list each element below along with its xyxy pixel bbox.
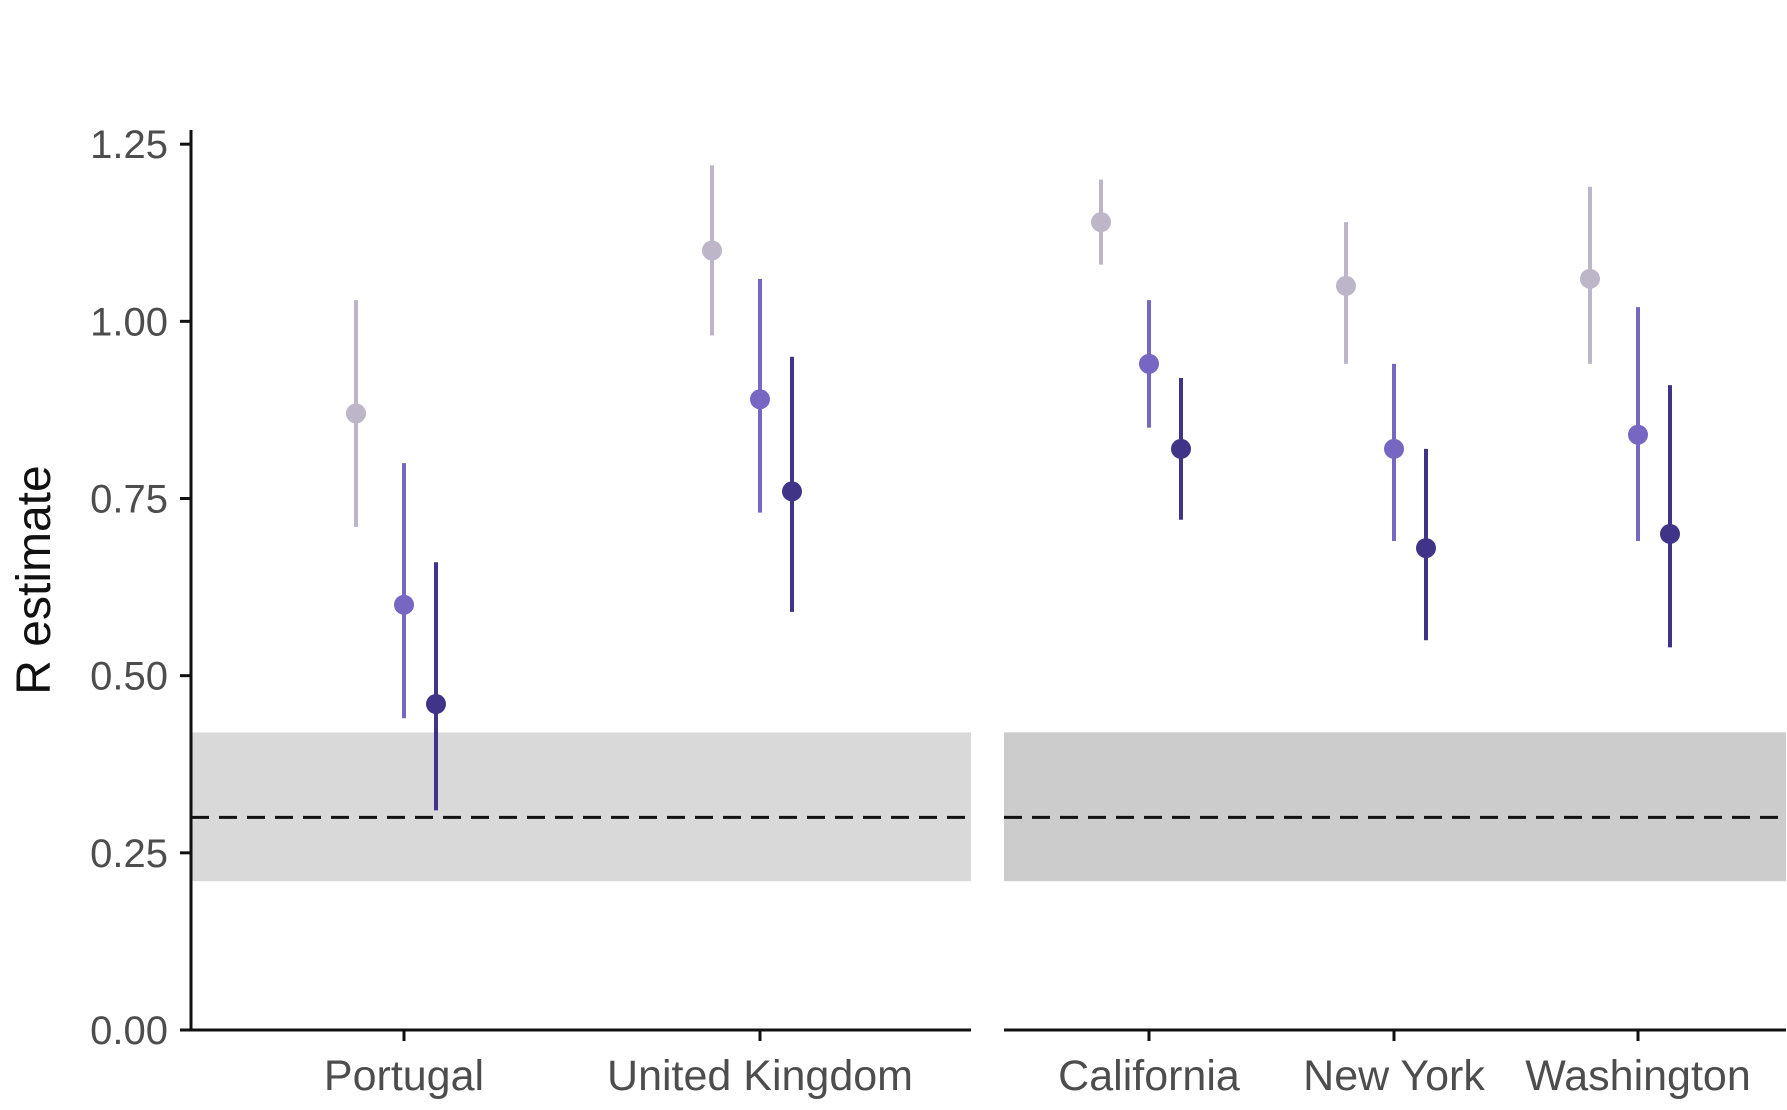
x-tick-label: United Kingdom <box>607 1052 913 1100</box>
data-point <box>394 594 414 615</box>
data-point <box>1580 268 1600 289</box>
y-tick-label: 1.25 <box>90 123 168 167</box>
axis-labels: 0.00 0.25 0.50 0.75 1.00 1.25 Portugal United K… <box>90 123 1751 1100</box>
data-point <box>1336 275 1356 296</box>
data-point <box>702 240 722 261</box>
data-point <box>1660 523 1680 544</box>
data-point <box>1416 538 1436 559</box>
data-point <box>426 694 446 715</box>
y-tick-label: 0.50 <box>90 655 168 699</box>
x-tick-label: New York <box>1303 1052 1485 1100</box>
data-point <box>750 389 770 410</box>
data-point <box>346 403 366 424</box>
y-tick-label: 0.75 <box>90 478 168 522</box>
reference-band <box>191 732 971 882</box>
data-point <box>1628 424 1648 445</box>
data-point <box>1171 438 1191 459</box>
y-tick-label: 0.25 <box>90 832 168 876</box>
y-tick-label: 1.00 <box>90 300 168 344</box>
data-points <box>346 165 1680 811</box>
reference-band <box>1004 732 1786 882</box>
data-point <box>1384 438 1404 459</box>
x-tick-label: Washington <box>1525 1052 1750 1100</box>
data-point <box>1091 212 1111 233</box>
data-point <box>782 481 802 502</box>
y-tick-label: 0.00 <box>90 1009 168 1053</box>
y-axis-title: R estimate <box>8 465 61 694</box>
x-tick-label: California <box>1058 1052 1240 1100</box>
axes <box>180 130 1786 1041</box>
x-tick-label: Portugal <box>324 1052 484 1100</box>
data-point <box>1139 353 1159 374</box>
reference-bands <box>191 732 1786 882</box>
